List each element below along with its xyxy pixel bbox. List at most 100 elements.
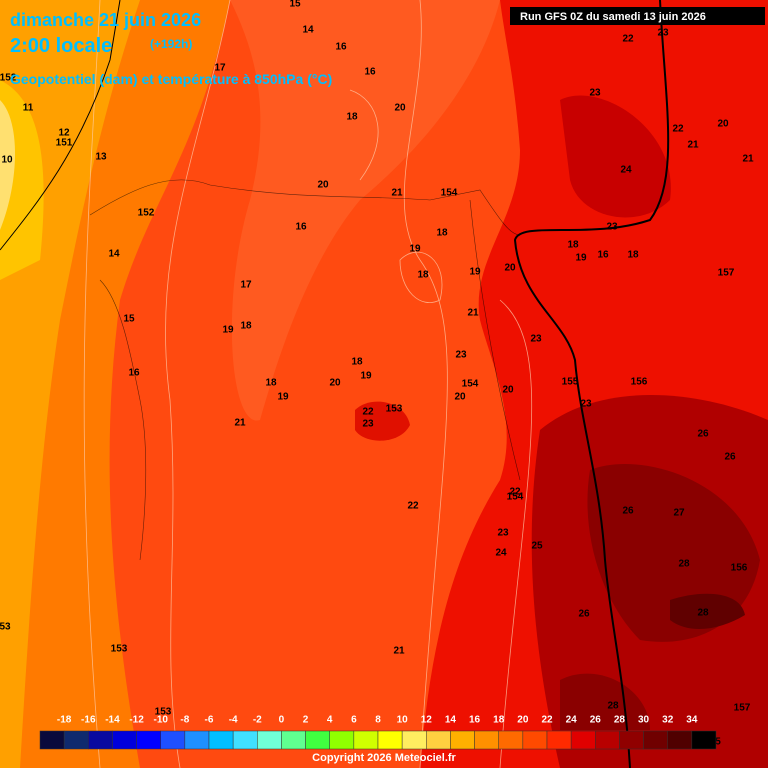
color-swatch (232, 730, 258, 750)
colorbar-label: -8 (180, 715, 189, 726)
contour-label: 18 (417, 270, 429, 281)
colorbar-label: 28 (614, 715, 626, 726)
colorbar-label: 14 (445, 715, 457, 726)
contour-label: 23 (362, 419, 374, 430)
color-swatch (546, 730, 572, 750)
date: dimanche 21 juin 2026 (10, 10, 201, 30)
color-swatch (39, 730, 65, 750)
contour-label: 21 (467, 308, 479, 319)
contour-label: 19 (575, 253, 587, 264)
contour-label: 16 (128, 368, 140, 379)
color-swatch (257, 730, 282, 750)
contour-label: 26 (578, 609, 590, 620)
contour-label: 152 (0, 73, 17, 84)
colorbar-label: 26 (590, 715, 602, 726)
contour-label: 18 (346, 112, 358, 123)
isotherms (83, 0, 533, 768)
geopotential-contour (513, 0, 670, 768)
color-swatch (377, 730, 403, 750)
contour-label: 5 (715, 737, 721, 748)
contour-label: 24 (495, 548, 507, 559)
contour-label: 157 (718, 268, 735, 279)
colorbar-label: 30 (638, 715, 650, 726)
contour-label: 27 (673, 508, 685, 519)
contour-label: 23 (497, 528, 509, 539)
contour-label: 16 (597, 250, 609, 261)
contour-label: 23 (530, 334, 542, 345)
colorbar-label: 6 (351, 715, 357, 726)
color-swatch (329, 730, 355, 750)
contour-label: 20 (502, 385, 514, 396)
contour-label: 28 (697, 608, 709, 619)
contour-label: 156 (731, 563, 748, 574)
color-swatch (281, 730, 306, 750)
color-swatch (595, 730, 620, 750)
contour-label: 10 (1, 155, 13, 166)
color-swatch (474, 730, 499, 750)
contour-label: 26 (622, 506, 634, 517)
color-swatch (88, 730, 113, 750)
contour-label: 19 (222, 325, 234, 336)
contour-label: 16 (335, 42, 347, 53)
color-swatch (570, 730, 596, 750)
contour-label: 153 (386, 404, 403, 415)
color-swatch (619, 730, 644, 750)
contour-label: 20 (394, 103, 406, 114)
colorbar-label: 20 (517, 715, 529, 726)
contour-label: 28 (607, 701, 619, 712)
color-swatch (63, 730, 89, 750)
colorbar-label: -18 (57, 715, 72, 726)
contour-label: 151 (56, 138, 73, 149)
colorbar-label: 10 (397, 715, 409, 726)
contour-label: 154 (441, 188, 458, 199)
contour-label: 154 (462, 379, 479, 390)
run-box (510, 7, 765, 25)
contour-label: 21 (393, 646, 405, 657)
contour-label: 28 (678, 559, 690, 570)
contour-label: 20 (329, 378, 341, 389)
contour-label: 18 (240, 321, 252, 332)
colorbar-label: 32 (662, 715, 674, 726)
time: 2:00 locale (10, 35, 112, 57)
colorbar-label: 22 (541, 715, 553, 726)
color-swatch (136, 730, 161, 750)
colorbar-label: -14 (105, 715, 120, 726)
color-swatch (305, 730, 330, 750)
colorbar-label: 24 (566, 715, 578, 726)
contour-label: 25 (531, 541, 543, 552)
contour-label: 22 (362, 407, 374, 418)
contour-label: 17 (214, 63, 226, 74)
colorbar-label: 12 (421, 715, 433, 726)
contour-label: 23 (580, 399, 592, 410)
contour-label: 155 (562, 377, 579, 388)
color-swatch (426, 730, 451, 750)
contour-label: 19 (277, 392, 289, 403)
color-swatch (498, 730, 524, 750)
contour-label: 24 (620, 165, 632, 176)
contour-label: 11 (23, 103, 34, 114)
contour-label: 22 (509, 487, 521, 498)
contour-label: 14 (108, 249, 120, 260)
color-swatch (401, 730, 427, 750)
color-swatch (522, 730, 548, 750)
contour-label: 154 (507, 492, 524, 503)
colorbar-label: 4 (327, 715, 333, 726)
contour-label: 20 (317, 180, 329, 191)
contour-label: 23 (455, 350, 467, 361)
contour-label: 22 (672, 124, 684, 135)
geopotential-contour (0, 0, 121, 251)
contour-label: 53 (0, 622, 11, 633)
contour-label: 17 (240, 280, 252, 291)
color-swatch (160, 730, 186, 750)
contour-label: 16 (295, 222, 307, 233)
contour-label: 16 (364, 67, 376, 78)
contour-label: 26 (697, 429, 709, 440)
colorbar-label: -2 (253, 715, 262, 726)
subtitle: Geopotentiel (dam) et température à 850h… (10, 71, 332, 87)
color-swatch (184, 730, 210, 750)
contour-label: 15 (289, 0, 301, 10)
color-swatch (353, 730, 379, 750)
